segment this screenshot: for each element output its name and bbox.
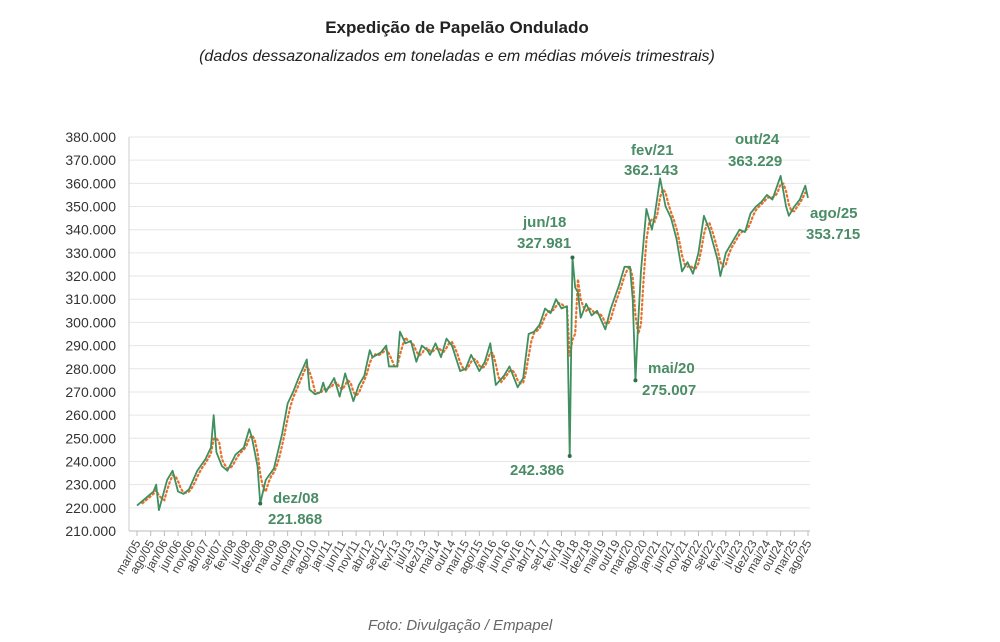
y-tick-label: 240.000 [65, 453, 116, 469]
annotation-fev21-label: fev/21 [631, 142, 674, 159]
annotated-point-marker [567, 453, 572, 458]
annotation-mai20-label: mai/20 [648, 360, 695, 377]
annotation-ago25-value: 353.715 [806, 226, 861, 243]
moving-average-line [141, 182, 810, 505]
annotation-out24-value: 363.229 [728, 153, 783, 170]
y-tick-label: 260.000 [65, 407, 116, 423]
annotation-out24-label: out/24 [735, 131, 780, 148]
annotation-ago25-label: ago/25 [810, 205, 858, 222]
y-tick-label: 320.000 [65, 268, 116, 284]
y-tick-label: 330.000 [65, 245, 116, 261]
annotation-jun18-label: jun/18 [523, 214, 567, 231]
annotation-mai20-value: 275.007 [642, 382, 697, 399]
y-tick-label: 370.000 [65, 152, 116, 168]
annotation-fev21-value: 362.143 [624, 162, 679, 179]
photo-credit: Foto: Divulgação / Empapel [368, 617, 553, 634]
annotation-jun18-value: 327.981 [517, 235, 572, 252]
y-tick-label: 270.000 [65, 384, 116, 400]
annotated-point-marker [633, 378, 638, 383]
y-tick-label: 300.000 [65, 314, 116, 330]
monthly-series-line [136, 174, 809, 512]
y-tick-label: 230.000 [65, 477, 116, 493]
annotation-dez08-label: dez/08 [273, 490, 319, 507]
y-tick-label: 350.000 [65, 199, 116, 215]
y-tick-label: 220.000 [65, 500, 116, 516]
annotation-dez08-value: 221.868 [268, 511, 323, 528]
annotation-mai18-value: 242.386 [510, 462, 565, 479]
chart-subtitle: (dados dessazonalizados em toneladas e e… [199, 48, 715, 65]
y-tick-label: 210.000 [65, 523, 116, 539]
y-tick-label: 380.000 [65, 129, 116, 145]
chart-title: Expedição de Papelão Ondulado [325, 18, 589, 37]
y-tick-label: 280.000 [65, 361, 116, 377]
annotated-point-marker [258, 501, 263, 506]
annotated-point-marker [570, 255, 575, 260]
y-tick-label: 250.000 [65, 430, 116, 446]
y-tick-label: 360.000 [65, 175, 116, 191]
y-tick-label: 290.000 [65, 338, 116, 354]
y-tick-label: 310.000 [65, 291, 116, 307]
y-tick-label: 340.000 [65, 222, 116, 238]
